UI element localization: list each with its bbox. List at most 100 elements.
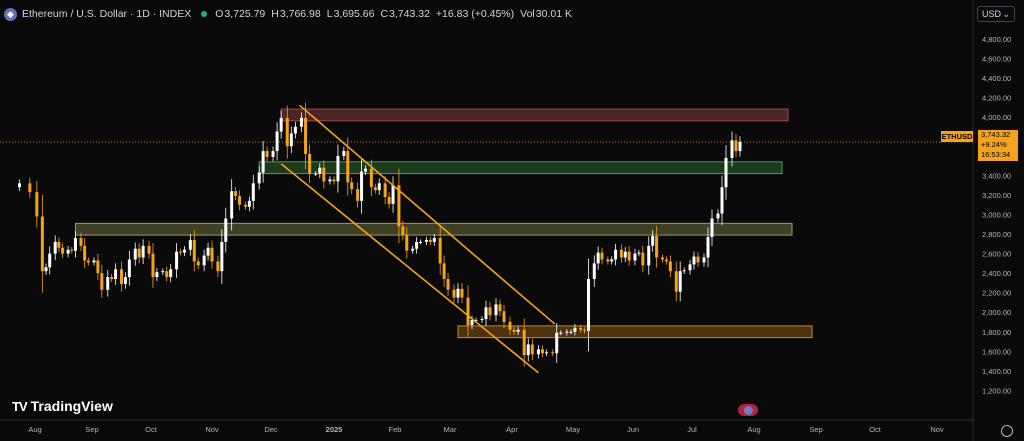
candle (720, 187, 724, 214)
candle (428, 239, 432, 242)
candle (179, 251, 183, 253)
candle (716, 213, 720, 219)
x-tick-label: Dec (264, 425, 278, 434)
x-tick-label: Oct (869, 425, 882, 434)
candle (196, 261, 200, 266)
tradingview-logo-icon: TV (12, 398, 28, 414)
candle (165, 271, 169, 278)
candle (346, 151, 350, 183)
candle (724, 157, 728, 188)
y-tick-label: 4,800.00 (982, 35, 1011, 44)
x-tick-label: May (566, 425, 580, 434)
y-tick-label: 4,600.00 (982, 54, 1011, 63)
zones (0, 108, 973, 339)
x-tick-label: 2025 (326, 425, 343, 434)
candle (579, 327, 583, 330)
candle (688, 264, 692, 271)
candle (456, 288, 460, 298)
candle (308, 154, 312, 174)
candle (600, 252, 604, 260)
candle (328, 179, 332, 182)
candle (275, 131, 279, 152)
candle (61, 247, 65, 254)
candle (627, 251, 631, 261)
candle (137, 248, 141, 258)
candle (342, 151, 346, 156)
volume-value: 30.01 K (535, 8, 572, 20)
candle (419, 241, 423, 243)
y-tick-label: 3,000.00 (982, 211, 1011, 220)
y-tick-label: 2,600.00 (982, 250, 1011, 259)
candle (405, 235, 409, 251)
close-value: 3,743.32 (389, 8, 430, 20)
candle (623, 251, 627, 258)
candle (169, 269, 173, 278)
y-tick-label: 4,200.00 (982, 93, 1011, 102)
x-tick-label: Oct (145, 425, 158, 434)
support-zone-orange (457, 325, 813, 339)
candle (322, 167, 326, 182)
candle (415, 241, 419, 249)
candle (83, 245, 87, 261)
candle (452, 289, 456, 298)
x-tick-label: Sep (85, 425, 98, 434)
candle (401, 226, 405, 236)
candle (220, 241, 224, 272)
candle (702, 257, 706, 263)
candle (206, 247, 210, 256)
candle (299, 117, 303, 127)
candle (127, 259, 131, 278)
candle (257, 172, 261, 184)
candle (224, 218, 228, 242)
y-tick-label: 1,400.00 (982, 367, 1011, 376)
candle (70, 249, 74, 251)
candle (356, 189, 360, 201)
low-label: L (326, 8, 333, 20)
candle (79, 237, 83, 246)
candle (192, 239, 196, 262)
candle (559, 332, 563, 334)
open-value: 3,725.79 (224, 8, 266, 20)
channel-lines (280, 104, 556, 374)
candle (110, 277, 114, 280)
candle (141, 245, 145, 258)
candle (28, 183, 32, 193)
candle (446, 279, 450, 290)
currency-button[interactable]: USD ⌄ (977, 6, 1015, 22)
gear-icon[interactable] (1001, 425, 1013, 437)
candle (460, 288, 464, 298)
x-tick-label: Sep (809, 425, 822, 434)
tradingview-logo[interactable]: TV TradingView (12, 398, 113, 414)
candle (251, 183, 255, 201)
candle (234, 191, 238, 197)
candle (466, 297, 470, 325)
symbol-title[interactable]: Ethereum / U.S. Dollar · 1D · INDEX (22, 8, 192, 20)
candle (596, 252, 600, 264)
candle (265, 151, 269, 157)
last-price: 3,743.32 (981, 130, 1011, 139)
y-tick-label: 4,400.00 (982, 74, 1011, 83)
candle (592, 263, 596, 280)
candle (424, 239, 428, 242)
candle (123, 277, 127, 284)
channel-line (298, 104, 556, 325)
volume-label: Vol (520, 8, 535, 20)
candle (92, 260, 96, 263)
candle (565, 331, 569, 333)
candle (508, 321, 512, 330)
candle (655, 236, 659, 258)
candle (106, 277, 110, 290)
candle (730, 140, 734, 158)
us-flag-event-icon[interactable] (738, 404, 758, 416)
candle (210, 247, 214, 262)
candle (114, 269, 118, 280)
candle (647, 245, 651, 266)
candle (247, 200, 251, 207)
close-label: C (380, 8, 389, 20)
candle (522, 329, 526, 356)
candle (411, 248, 415, 251)
x-tick-label: Jul (687, 425, 697, 434)
